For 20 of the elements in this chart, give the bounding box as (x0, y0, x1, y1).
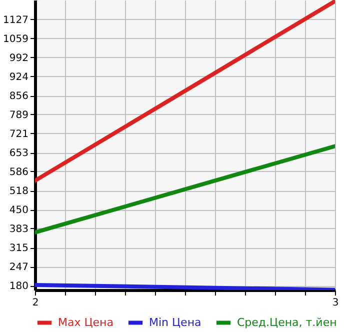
y-tick-label: 383 (9, 224, 28, 235)
y-tick-label: 856 (9, 91, 28, 102)
y-tick-label: 450 (9, 205, 28, 216)
x-tick-label: 3 (332, 298, 339, 308)
y-tick-label: 789 (9, 110, 28, 121)
y-tick-label: 180 (9, 281, 28, 292)
y-tick-label: 518 (9, 186, 28, 198)
y-tick-label: 1059 (3, 34, 28, 45)
y-tick-label: 721 (9, 128, 28, 140)
x-tick-label: 2 (32, 298, 39, 308)
legend-label: Max Цена (58, 316, 114, 329)
y-tick-label: 992 (9, 52, 28, 64)
y-tick-label: 924 (9, 72, 28, 83)
legend-label: Min Цена (149, 316, 202, 329)
y-tick-label: 1127 (3, 14, 28, 26)
legend-label: Сред.Цена, т.йен (237, 316, 337, 329)
y-tick-label: 586 (9, 166, 28, 178)
y-tick-label: 315 (9, 243, 28, 254)
y-tick-label: 247 (9, 262, 28, 274)
y-tick-label: 653 (9, 148, 28, 160)
